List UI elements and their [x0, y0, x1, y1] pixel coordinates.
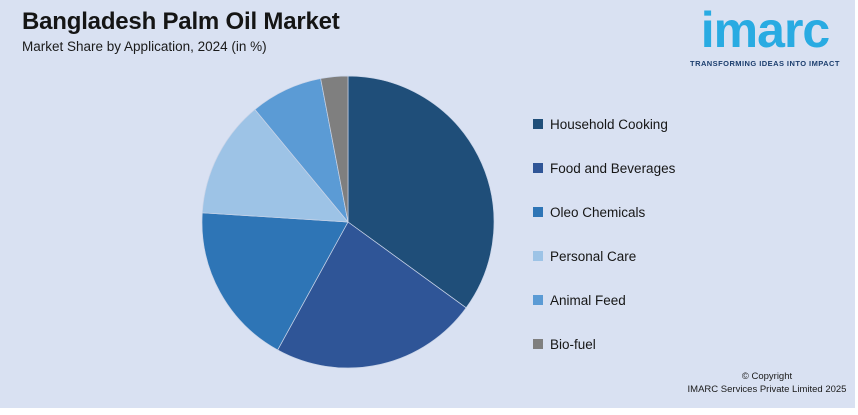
legend-swatch-oleo-chemicals [533, 207, 543, 217]
legend-label: Animal Feed [550, 292, 626, 308]
legend-item-food-and-beverages: Food and Beverages [533, 146, 675, 190]
legend-item-bio-fuel: Bio-fuel [533, 322, 675, 366]
legend-swatch-household-cooking [533, 119, 543, 129]
pie-slice-food-and-beverages [277, 221, 467, 369]
legend-item-household-cooking: Household Cooking [533, 102, 675, 146]
imarc-wordmark: imarc [700, 2, 830, 58]
legend-item-personal-care: Personal Care [533, 234, 675, 278]
imarc-tagline: TRANSFORMING IDEAS INTO IMPACT [690, 59, 840, 68]
legend-swatch-animal-feed [533, 295, 543, 305]
legend-label: Household Cooking [550, 116, 668, 132]
pie-slice-bio-fuel [320, 75, 349, 223]
copyright-notice: © Copyright IMARC Services Private Limit… [682, 371, 852, 396]
legend-swatch-bio-fuel [533, 339, 543, 349]
pie-slice-oleo-chemicals [201, 212, 349, 351]
page-subtitle: Market Share by Application, 2024 (in %) [22, 39, 267, 54]
chart-legend: Household Cooking Food and Beverages Ole… [533, 102, 675, 366]
legend-label: Food and Beverages [550, 160, 676, 176]
imarc-logo: imarc TRANSFORMING IDEAS INTO IMPACT [682, 2, 848, 68]
pie-chart [201, 75, 495, 369]
pie-chart-svg [201, 75, 495, 369]
legend-swatch-food-and-beverages [533, 163, 543, 173]
copyright-line2: IMARC Services Private Limited 2025 [687, 383, 847, 395]
pie-slice-personal-care [201, 109, 349, 223]
legend-item-oleo-chemicals: Oleo Chemicals [533, 190, 675, 234]
legend-label: Oleo Chemicals [550, 204, 646, 220]
legend-swatch-personal-care [533, 251, 543, 261]
copyright-line1: © Copyright [741, 371, 793, 382]
pie-slice-household-cooking [347, 75, 495, 309]
legend-label: Personal Care [550, 248, 637, 264]
legend-label: Bio-fuel [550, 336, 596, 352]
legend-item-animal-feed: Animal Feed [533, 278, 675, 322]
page-title: Bangladesh Palm Oil Market [22, 8, 340, 35]
